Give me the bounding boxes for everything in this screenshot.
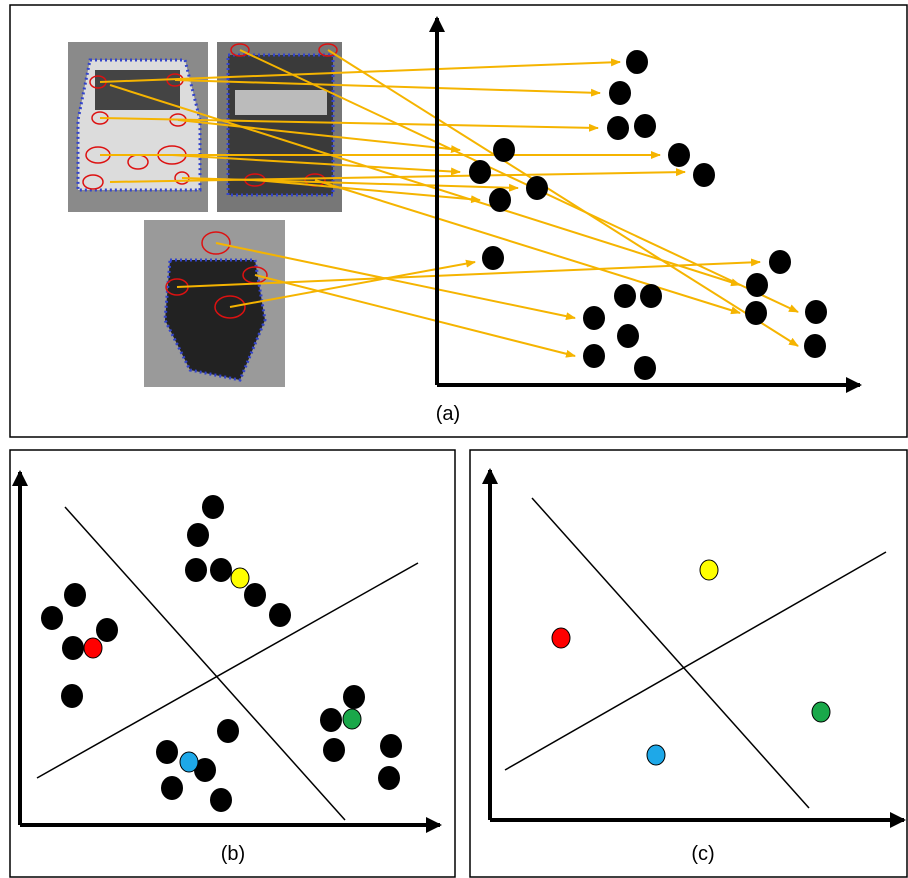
centroids — [552, 560, 830, 765]
panel-b: (b) — [10, 450, 455, 877]
panel-c: (c) — [470, 450, 907, 877]
panel-label: (c) — [691, 843, 714, 865]
panel-label: (a) — [436, 403, 460, 425]
boundary — [532, 498, 809, 808]
boundary — [37, 563, 418, 778]
panel-border — [10, 450, 455, 877]
panel-label: (b) — [221, 843, 245, 865]
figure: (a) (b) (c) — [0, 0, 908, 878]
car-window — [235, 90, 327, 115]
centroids — [84, 568, 361, 772]
boundary — [505, 552, 886, 770]
panel-a: (a) — [10, 5, 907, 437]
panel-border — [470, 450, 907, 877]
